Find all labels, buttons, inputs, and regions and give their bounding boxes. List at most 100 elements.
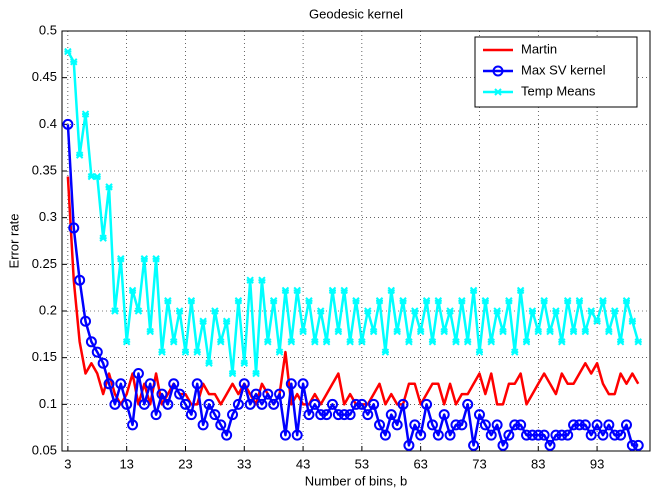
marker (64, 47, 72, 56)
marker (152, 255, 160, 263)
x-tick-label: 43 (296, 456, 310, 471)
marker (603, 419, 615, 431)
marker (522, 338, 531, 346)
x-tick-label: 23 (178, 456, 192, 471)
marker (174, 388, 186, 400)
marker (503, 429, 515, 441)
marker (628, 317, 637, 325)
marker (492, 65, 504, 77)
marker (128, 286, 137, 295)
marker (74, 274, 86, 286)
marker (438, 409, 450, 421)
y-tick-label: 0.4 (39, 116, 57, 131)
marker (585, 429, 597, 441)
marker (322, 338, 331, 346)
marker (411, 307, 419, 315)
marker (387, 286, 395, 295)
marker (258, 276, 266, 284)
marker (528, 307, 537, 315)
x-tick-label: 63 (413, 456, 427, 471)
marker (352, 297, 360, 305)
marker (315, 409, 327, 421)
marker (321, 409, 333, 421)
marker (409, 419, 421, 431)
marker (620, 419, 632, 431)
marker (179, 398, 191, 410)
marker (217, 338, 225, 346)
marker (521, 429, 533, 441)
marker (591, 419, 603, 431)
marker (432, 429, 444, 441)
marker (493, 307, 501, 315)
marker (262, 388, 274, 400)
marker (509, 419, 521, 431)
marker (340, 286, 348, 295)
marker (99, 234, 107, 242)
marker (132, 368, 144, 380)
marker (497, 439, 509, 451)
x-tick-label: 93 (590, 456, 604, 471)
marker (374, 419, 386, 431)
marker (540, 297, 548, 305)
marker (364, 307, 372, 315)
marker (164, 297, 172, 305)
marker (291, 429, 303, 441)
marker (338, 409, 350, 421)
marker (462, 398, 474, 410)
marker (526, 429, 538, 441)
marker (140, 255, 149, 263)
marker (440, 327, 448, 336)
axes-box (61, 30, 651, 452)
marker (281, 286, 290, 295)
marker (334, 327, 343, 336)
marker (346, 338, 354, 346)
marker (103, 378, 115, 390)
marker (211, 307, 219, 315)
marker (181, 348, 190, 356)
marker (344, 409, 356, 421)
marker (515, 419, 527, 431)
x-tick-label: 73 (472, 456, 486, 471)
marker (127, 419, 139, 431)
marker (134, 307, 143, 315)
marker (197, 419, 209, 431)
marker (287, 338, 296, 346)
marker (185, 409, 197, 421)
marker (222, 317, 231, 325)
marker (70, 58, 78, 66)
marker (105, 183, 113, 191)
marker (111, 307, 119, 315)
marker (556, 429, 568, 441)
marker (87, 172, 96, 181)
marker (538, 429, 550, 441)
marker (575, 297, 584, 305)
marker (80, 315, 92, 327)
marker (150, 409, 162, 421)
marker (121, 398, 133, 410)
marker (328, 286, 337, 295)
marker (85, 336, 97, 348)
marker (109, 398, 121, 410)
marker (487, 338, 495, 346)
marker (391, 419, 403, 431)
marker (256, 398, 268, 410)
marker (279, 429, 291, 441)
marker (468, 439, 480, 451)
marker (573, 419, 585, 431)
marker (622, 297, 631, 305)
marker (303, 409, 315, 421)
marker (293, 286, 301, 295)
marker (546, 327, 554, 336)
marker (428, 338, 437, 346)
series-line (66, 50, 640, 375)
marker (634, 338, 642, 346)
marker (563, 297, 572, 305)
marker (611, 307, 619, 315)
marker (479, 419, 491, 431)
marker (544, 439, 556, 451)
y-tick-label: 0.25 (32, 256, 57, 271)
marker (405, 338, 413, 346)
marker (193, 348, 201, 356)
